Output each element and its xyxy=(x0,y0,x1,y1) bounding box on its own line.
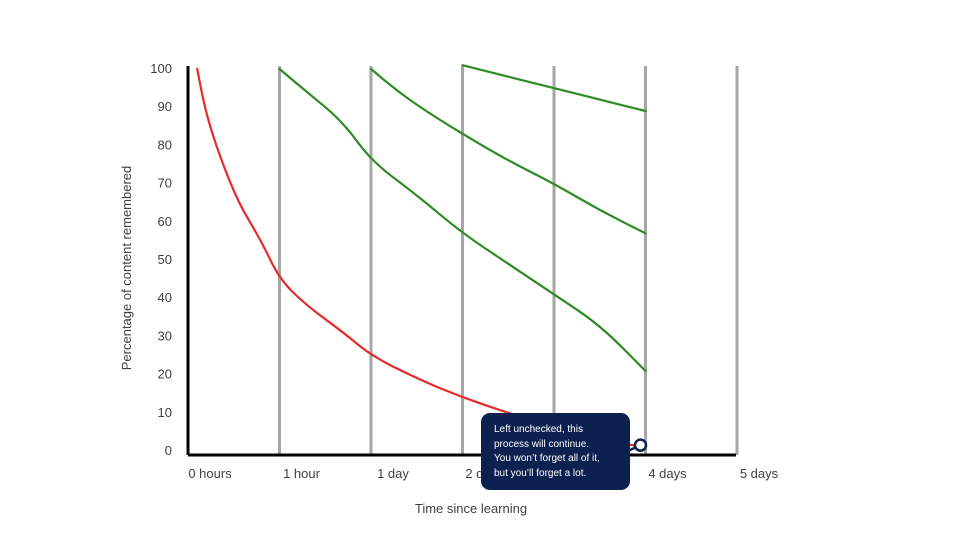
x-tick-label: 5 days xyxy=(740,466,779,481)
after-third-review-line xyxy=(461,64,647,113)
callout-line: but you’ll forget a lot. xyxy=(494,467,587,479)
x-tick-label: 0 hours xyxy=(188,466,232,481)
x-tick-label: 1 hour xyxy=(283,466,321,481)
y-tick-label: 80 xyxy=(158,137,172,152)
after-second-review-line xyxy=(369,67,647,235)
y-tick-label: 10 xyxy=(158,405,172,420)
y-tick-label: 50 xyxy=(158,252,172,267)
after-first-review-line xyxy=(278,67,647,372)
y-axis-title: Percentage of content remembered xyxy=(119,166,134,371)
x-tick-label: 1 day xyxy=(377,466,409,481)
callout-line: You won’t forget all of it, xyxy=(494,453,600,464)
y-tick-label: 0 xyxy=(165,443,172,458)
y-tick-label: 20 xyxy=(158,367,172,382)
y-tick-label: 30 xyxy=(158,328,172,343)
y-tick-label: 40 xyxy=(158,290,172,305)
x-axis-title: Time since learning xyxy=(415,501,527,516)
annotation-callout: Left unchecked, this process will contin… xyxy=(481,413,630,490)
y-tick-label: 100 xyxy=(150,61,172,76)
y-tick-label: 70 xyxy=(158,176,172,191)
x-tick-label: 4 days xyxy=(648,466,687,481)
annotation-point-marker xyxy=(633,438,648,452)
y-tick-label: 60 xyxy=(158,214,172,229)
callout-line: process will continue. xyxy=(494,438,590,450)
y-tick-label: 90 xyxy=(158,99,172,114)
forgetting-curve-line xyxy=(196,67,647,449)
callout-line: Left unchecked, this xyxy=(494,424,583,435)
